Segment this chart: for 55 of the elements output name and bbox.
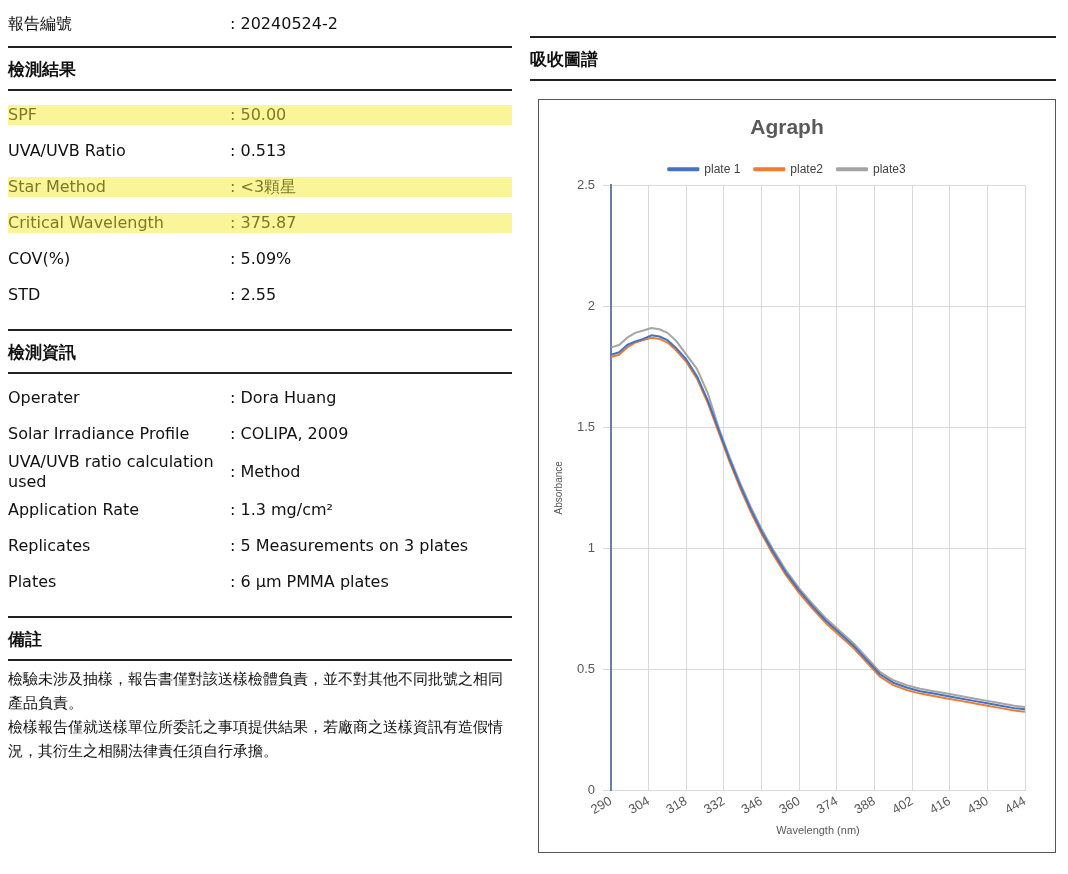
text: : 5.09% [230,249,293,269]
text: : Dora Huang [230,388,338,408]
y-tick-label: 2 [587,297,596,313]
text: : COLIPA, 2009 [230,424,350,444]
x-tick-label: 430 [964,792,991,817]
text: COV(%) [8,249,72,269]
text: : 6 µm PMMA plates [230,572,390,592]
text: 檢測結果 [8,46,512,91]
x-tick-label: 304 [625,792,652,817]
y-tick-label: 2.5 [576,176,596,192]
text: Plates [8,572,58,592]
text: Application Rate [8,500,141,520]
legend-label: plate 1 [704,161,741,176]
x-tick-label: 360 [776,792,803,817]
text: : <3顆星 [230,177,512,197]
x-tick-label: 416 [926,792,954,817]
text: 備註 [8,616,512,661]
x-tick-label: 388 [851,792,878,817]
text: UVA/UVB Ratio [8,141,127,161]
text: : 50.00 [230,105,512,125]
text: : 5 Measurements on 3 plates [230,536,470,556]
text: : 375.87 [230,213,512,233]
text: : Method [230,462,302,482]
text: SPF [8,105,230,125]
text: Star Method [8,177,230,197]
x-tick-label: 346 [738,792,765,817]
legend-label: plate3 [873,161,907,176]
legend-label: plate2 [790,161,824,176]
text: : 2.55 [230,285,278,305]
text: : 0.513 [230,141,288,161]
x-tick-label: 402 [889,792,916,817]
text: Solar Irradiance Profile [8,424,191,444]
x-tick-label: 332 [700,792,728,817]
text: Replicates [8,536,92,556]
x-tick-label: 444 [1002,792,1029,817]
y-tick-label: 0 [587,782,596,798]
chart-title: 吸收圖譜 [530,36,1056,81]
y-axis-title: Absorbance [552,460,564,515]
x-axis-title: Wavelength (nm) [776,824,860,837]
text: Critical Wavelength [8,213,230,233]
text: Operater [8,388,81,408]
text: STD [8,285,42,305]
text: : 1.3 mg/cm² [230,500,334,520]
y-tick-label: 1 [587,539,596,555]
y-tick-label: 1.5 [576,418,596,434]
text: 檢測資訊 [8,329,512,374]
y-tick-label: 0.5 [576,660,596,676]
text: 檢樣報告僅就送樣單位所委託之事項提供結果，若廠商之送樣資訊有造假情況，其衍生之相關法律責任須自行承擔。 [8,717,504,762]
chart-subtitle: Agraph [750,115,824,139]
text: 檢驗未涉及抽樣，報告書僅對該送樣檢體負責，並不對其他不同批號之相同產品負責。 [8,669,504,714]
x-tick-label: 318 [663,792,690,817]
text: 報告編號 [8,14,73,34]
text: : 20240524-2 [230,14,339,34]
text: UVA/UVB ratio calculation used [8,452,215,492]
x-tick-label: 374 [813,792,841,817]
